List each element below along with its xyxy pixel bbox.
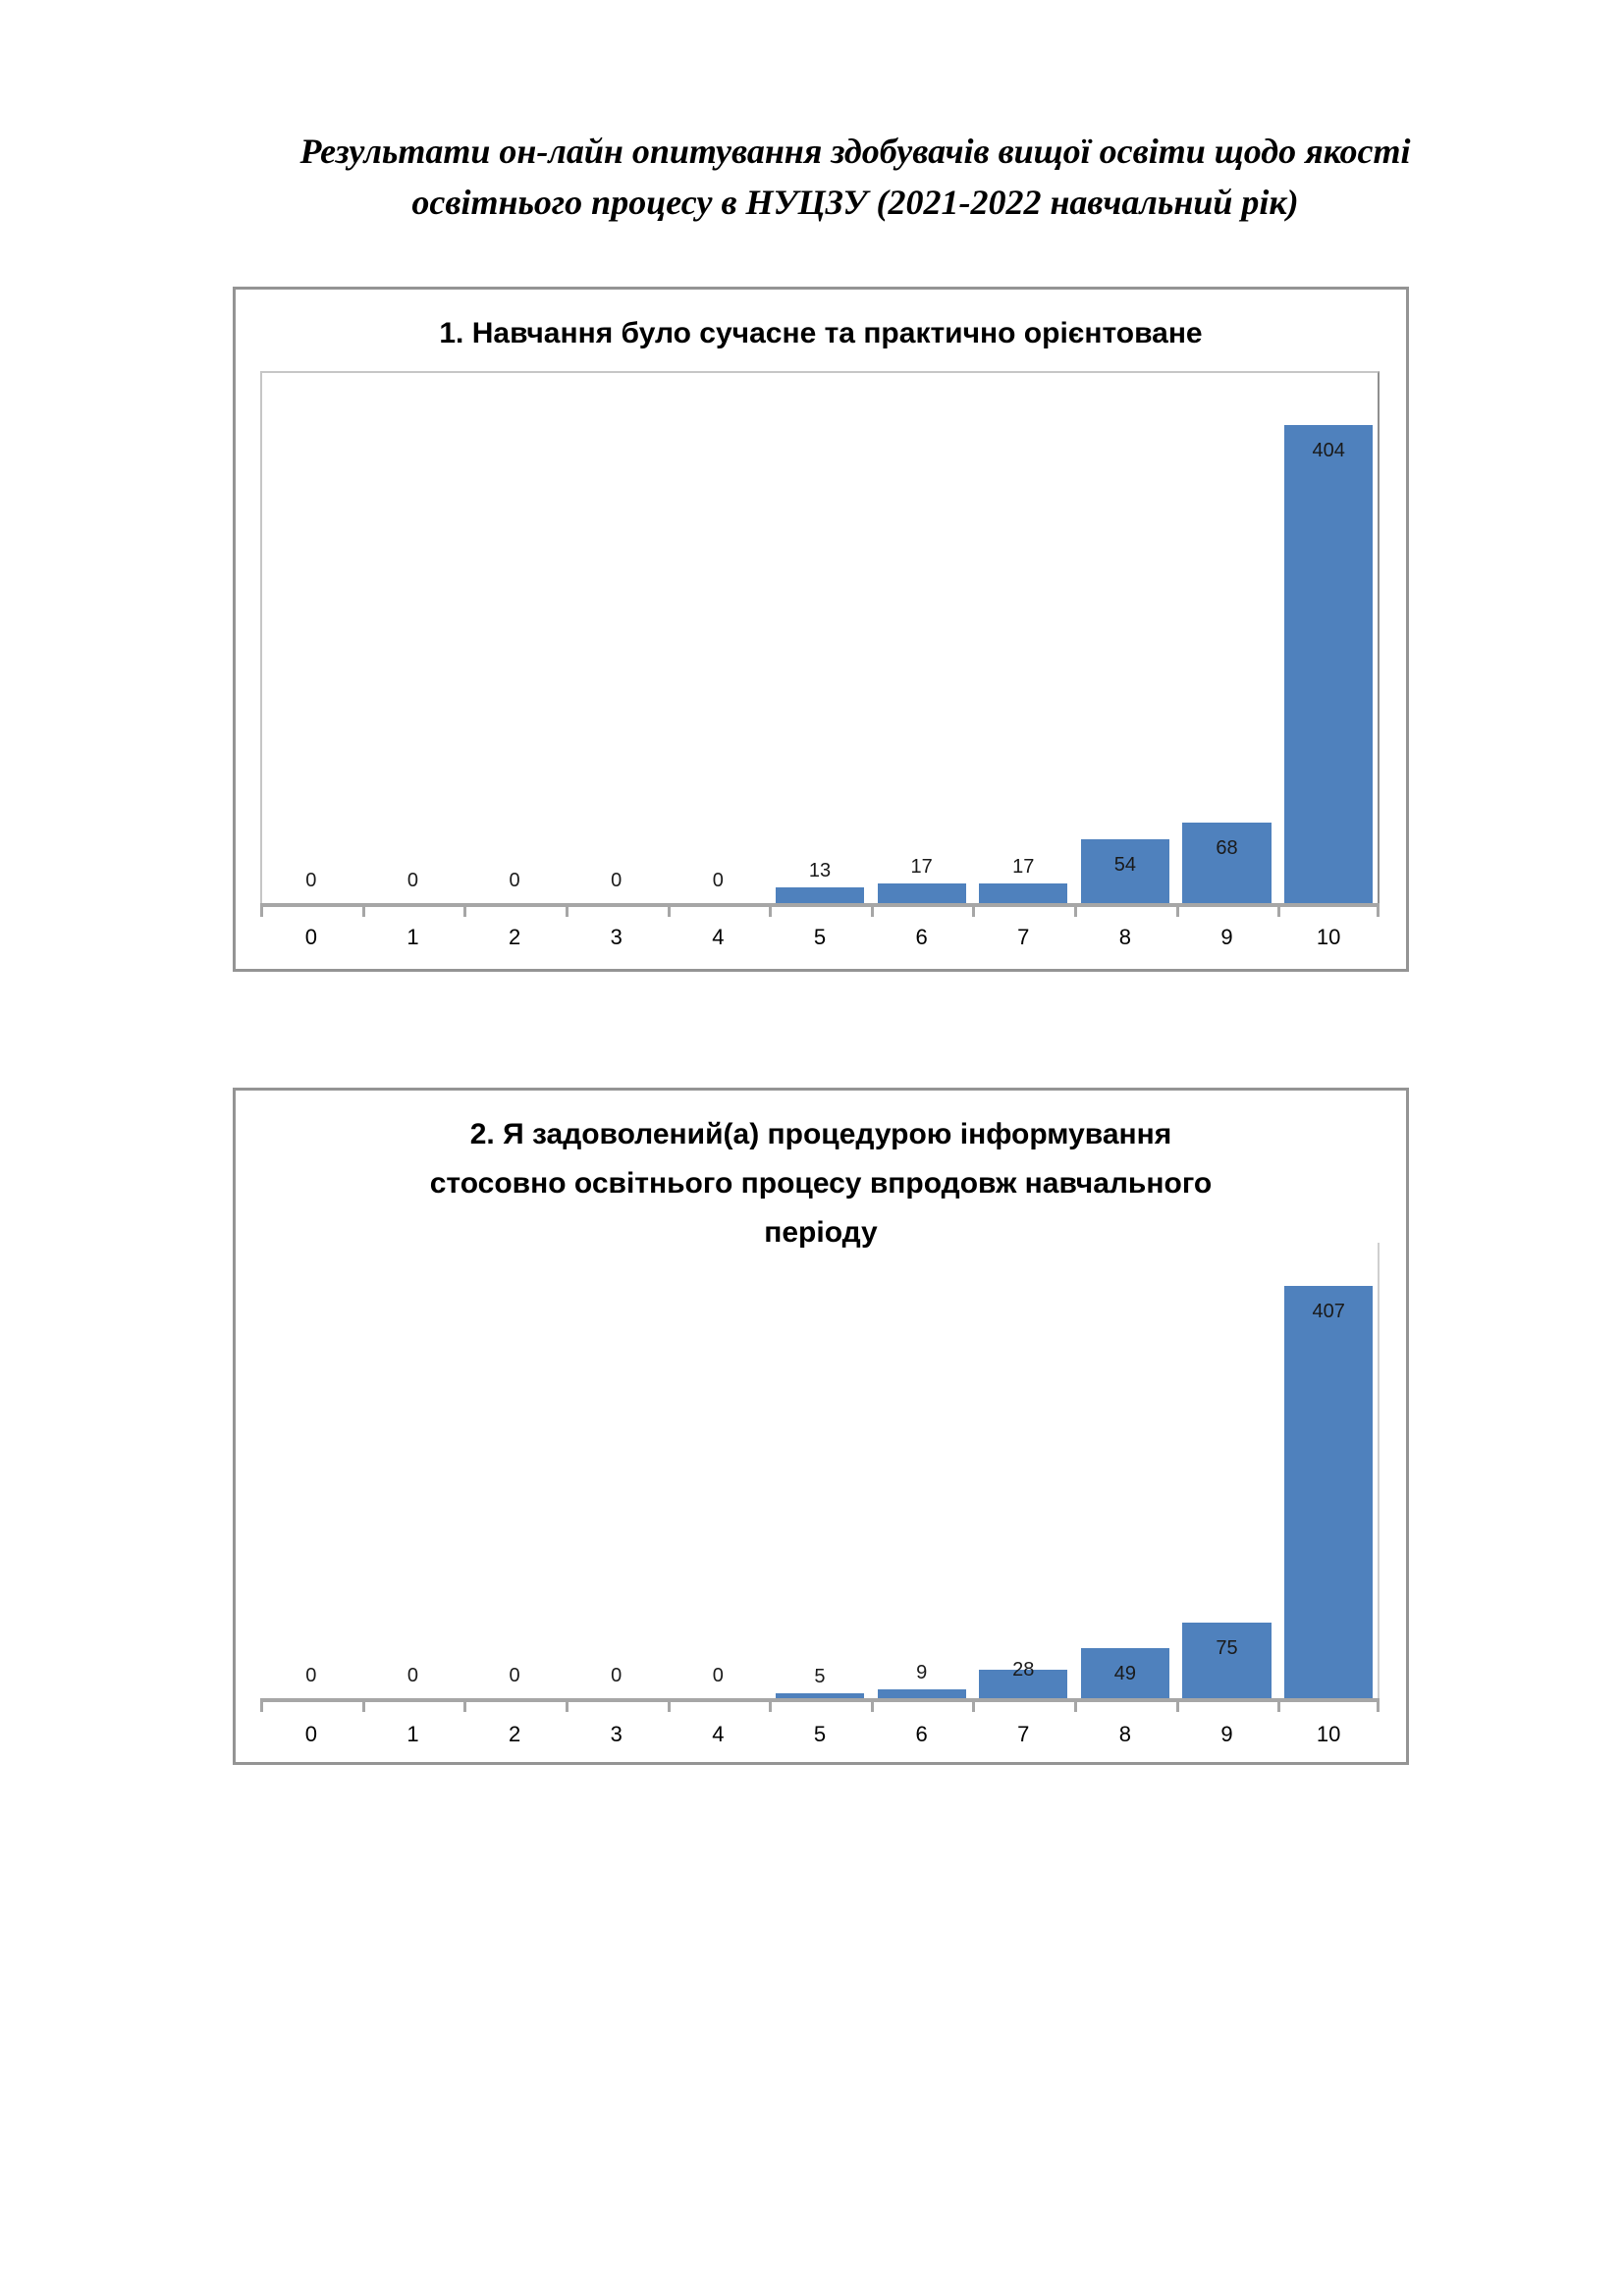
data-label: 0 [305,870,317,891]
data-label: 0 [509,870,520,891]
x-axis-label: 6 [915,1722,928,1746]
bar-category-9 [1182,1622,1272,1698]
plot-area: 0 0 0 0 0 13 17 17 54 68 404 [260,371,1380,917]
x-axis-label: 10 [1316,1722,1341,1746]
chart-title: 1. Навчання було сучасне та практично ор… [439,317,1203,349]
x-axis-label: 9 [1220,925,1233,949]
x-axis-tick [565,903,568,917]
x-axis-tick [361,903,365,917]
x-axis-tick [565,1698,568,1712]
x-axis-label: 4 [712,1722,725,1746]
chart-title: 2. Я задоволений(а) процедурою інформува… [429,1118,1213,1249]
data-label: 28 [1012,1659,1035,1682]
data-label: 17 [1012,855,1035,878]
x-axis-labels: 0 1 2 3 4 5 6 7 8 9 10 [260,923,1380,956]
x-axis-tick [361,1698,365,1712]
data-label: 54 [1113,853,1137,876]
x-axis-tick [1377,1698,1380,1712]
x-axis-label: 7 [1017,1722,1030,1746]
x-axis-tick [463,1698,467,1712]
x-axis-label: 2 [508,1722,521,1746]
bar-category-7 [979,882,1068,903]
x-axis-tick [972,903,976,917]
x-axis-tick [769,903,773,917]
x-axis-label: 5 [813,925,827,949]
data-label: 75 [1216,1636,1238,1659]
data-label: 13 [808,860,832,882]
x-axis-label: 1 [406,925,419,949]
x-axis-label: 6 [915,925,928,949]
x-axis-tick [870,903,874,917]
x-axis-line [260,903,1380,907]
bar-category-5 [775,887,865,903]
x-axis-label: 5 [813,1722,827,1746]
x-axis-line [260,1698,1380,1702]
x-axis-label: 3 [610,925,623,949]
x-axis-tick [1277,903,1281,917]
chart-card-1: 1. Навчання було сучасне та практично ор… [233,287,1409,972]
data-label: 49 [1113,1663,1137,1685]
plot-area: 0 0 0 0 0 5 9 28 49 75 407 [260,1243,1380,1712]
x-axis-label: 3 [610,1722,623,1746]
x-axis-tick [1175,903,1179,917]
data-label: 9 [916,1661,928,1683]
bar-category-8 [1080,1648,1169,1698]
x-axis-tick [667,903,671,917]
x-axis-tick [1074,1698,1078,1712]
bar-category-10 [1284,1286,1374,1698]
x-axis-tick [260,903,263,917]
x-axis-tick [1377,903,1380,917]
x-axis-tick [1277,1698,1281,1712]
x-axis-label: 10 [1316,925,1341,949]
data-label: 0 [611,870,623,891]
data-label: 0 [712,1665,724,1686]
bar-category-7 [979,1670,1068,1698]
x-axis-label: 0 [304,925,317,949]
data-label: 407 [1312,1301,1345,1323]
x-axis-tick [260,1698,263,1712]
x-axis-tick [667,1698,671,1712]
x-axis-labels: 0 1 2 3 4 5 6 7 8 9 10 [260,1720,1380,1753]
data-label: 0 [712,870,724,891]
x-axis-tick [769,1698,773,1712]
data-label: 68 [1216,837,1238,860]
x-axis-label: 8 [1118,925,1132,949]
data-label: 0 [611,1665,623,1686]
x-axis-tick [972,1698,976,1712]
x-axis-label: 1 [406,1722,419,1746]
data-label: 404 [1312,440,1345,462]
bar-category-9 [1182,823,1272,903]
data-label: 5 [814,1665,826,1687]
x-axis-tick [1175,1698,1179,1712]
document-title: Результати он-лайн опитування здобувачів… [299,132,1411,222]
x-axis-label: 7 [1017,925,1030,949]
bar-category-6 [877,882,966,903]
x-axis-tick [463,903,467,917]
x-axis-label: 4 [712,925,725,949]
data-label: 0 [509,1665,520,1686]
x-axis-label: 9 [1220,1722,1233,1746]
x-axis-label: 8 [1118,1722,1132,1746]
bar-category-5 [775,1692,865,1698]
chart-card-2: 2. Я задоволений(а) процедурою інформува… [233,1088,1409,1765]
bar-category-10 [1284,425,1374,903]
data-label: 17 [910,855,933,878]
data-label: 0 [406,870,418,891]
x-axis-tick [1074,903,1078,917]
data-label: 0 [406,1665,418,1686]
bar-category-6 [877,1688,966,1698]
x-axis-label: 0 [304,1722,317,1746]
bar-category-8 [1080,838,1169,903]
x-axis-label: 2 [508,925,521,949]
x-axis-tick [870,1698,874,1712]
data-label: 0 [305,1665,317,1686]
